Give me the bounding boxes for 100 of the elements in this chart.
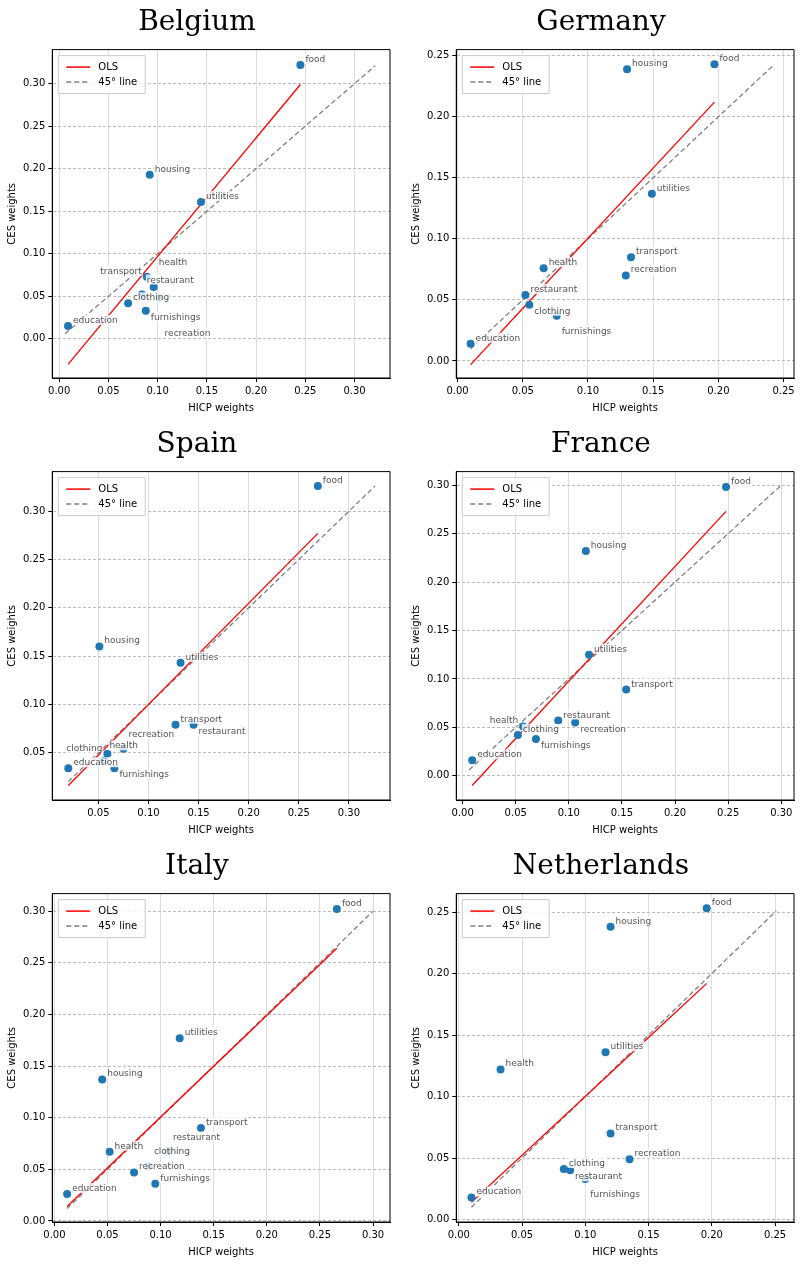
data-label: clothing xyxy=(568,1158,605,1169)
y-tick-label: 0.15 xyxy=(23,1059,46,1071)
x-tick-label: 0.10 xyxy=(149,1228,172,1240)
x-tick-label: 0.10 xyxy=(557,806,580,818)
x-tick-label: 0.10 xyxy=(137,806,160,818)
y-tick-label: 0.05 xyxy=(23,289,46,301)
y-tick-label: 0.05 xyxy=(23,1162,46,1174)
data-label: housing xyxy=(107,1068,143,1079)
y-tick-label: 0.25 xyxy=(427,527,450,539)
data-label: education xyxy=(476,1186,522,1197)
x-tick-label: 0.20 xyxy=(255,1228,278,1240)
y-tick-label: 0.00 xyxy=(427,354,450,366)
y-axis-title: CES weights xyxy=(409,1026,421,1089)
y-tick-label: 0.15 xyxy=(23,649,46,661)
chart-title: Germany xyxy=(536,4,666,38)
y-tick-label: 0.25 xyxy=(427,49,450,61)
data-label: food xyxy=(731,476,751,487)
data-label: furnishings xyxy=(119,769,170,780)
data-label: housing xyxy=(104,635,140,646)
data-label: transport xyxy=(636,246,679,257)
data-label: recreation xyxy=(630,264,677,275)
x-tick-label: 0.15 xyxy=(637,1228,660,1240)
data-label: restaurant xyxy=(575,1171,623,1182)
y-tick-label: 0.15 xyxy=(23,204,46,216)
legend-label: 45° line xyxy=(98,919,138,931)
x-tick-label: 0.30 xyxy=(343,384,366,396)
x-tick-label: 0.15 xyxy=(195,384,218,396)
data-label: furnishings xyxy=(150,311,201,322)
y-axis-title: CES weights xyxy=(409,182,421,245)
y-tick-label: 0.10 xyxy=(427,672,450,684)
data-label: food xyxy=(322,475,343,486)
x-tick-label: 0.10 xyxy=(146,384,169,396)
x-tick-label: 0.05 xyxy=(97,384,120,396)
data-label: recreation xyxy=(139,1161,185,1172)
y-tick-label: 0.10 xyxy=(23,697,46,709)
y-tick-label: 0.30 xyxy=(23,504,46,516)
y-tick-label: 0.20 xyxy=(23,1008,46,1020)
y-tick-label: 0.00 xyxy=(427,1213,450,1225)
x-tick-label: 0.05 xyxy=(511,384,534,396)
y-axis-title: CES weights xyxy=(409,604,421,667)
data-label: health xyxy=(109,740,138,751)
chart-title: Netherlands xyxy=(512,848,690,882)
data-label: furnishings xyxy=(590,1188,641,1199)
data-label: recreation xyxy=(128,728,175,739)
data-label: utilities xyxy=(185,651,219,662)
legend-label: 45° line xyxy=(98,497,138,509)
y-tick-label: 0.10 xyxy=(427,232,450,244)
chart-title: France xyxy=(551,426,651,460)
x-tick-label: 0.10 xyxy=(574,1228,597,1240)
data-label: clothing xyxy=(522,724,559,735)
y-tick-label: 0.25 xyxy=(23,553,46,565)
legend-label: 45° line xyxy=(502,75,542,87)
data-label: health xyxy=(548,257,578,268)
y-axis-title: CES weights xyxy=(5,604,17,667)
data-label: utilities xyxy=(184,1027,219,1038)
data-label: restaurant xyxy=(146,274,195,285)
y-tick-label: 0.30 xyxy=(427,478,450,490)
data-label: furnishings xyxy=(540,739,591,750)
x-tick-label: 0.00 xyxy=(447,1228,470,1240)
data-label: education xyxy=(73,757,118,768)
y-tick-label: 0.30 xyxy=(23,77,46,89)
data-label: transport xyxy=(631,678,674,689)
x-tick-label: 0.00 xyxy=(451,806,474,818)
x-axis-title: HICP weights xyxy=(188,1245,254,1257)
y-tick-label: 0.10 xyxy=(23,1111,46,1123)
data-label: housing xyxy=(154,163,191,174)
legend-label: OLS xyxy=(502,60,523,72)
x-tick-label: 0.30 xyxy=(770,806,793,818)
y-axis-title: CES weights xyxy=(5,1026,17,1089)
x-tick-label: 0.05 xyxy=(87,806,110,818)
data-label: health xyxy=(505,1058,535,1069)
y-tick-label: 0.00 xyxy=(23,1214,46,1226)
y-tick-label: 0.20 xyxy=(427,967,450,979)
y-tick-label: 0.10 xyxy=(23,247,46,259)
x-tick-label: 0.25 xyxy=(308,1228,332,1240)
data-label: restaurant xyxy=(563,709,611,720)
x-tick-label: 0.15 xyxy=(610,806,634,818)
data-label: health xyxy=(489,715,519,726)
y-tick-label: 0.15 xyxy=(427,624,450,636)
y-tick-label: 0.20 xyxy=(427,575,450,587)
legend-label: OLS xyxy=(502,904,523,916)
data-label: health xyxy=(114,1140,144,1151)
y-tick-label: 0.25 xyxy=(23,119,46,131)
data-label: transport xyxy=(205,1117,249,1128)
data-label: utilities xyxy=(656,182,691,193)
data-label: furnishings xyxy=(561,325,612,336)
x-tick-label: 0.20 xyxy=(663,806,687,818)
data-label: clothing xyxy=(534,305,571,316)
x-tick-label: 0.15 xyxy=(642,384,665,396)
data-label: transport xyxy=(615,1122,658,1133)
legend-label: 45° line xyxy=(502,497,542,509)
data-label: food xyxy=(711,897,732,908)
data-label: utilities xyxy=(610,1041,644,1052)
x-axis-title: HICP weights xyxy=(592,401,658,413)
y-tick-label: 0.30 xyxy=(23,904,46,916)
y-tick-label: 0.00 xyxy=(427,769,450,781)
x-tick-label: 0.30 xyxy=(361,1228,385,1240)
y-tick-label: 0.05 xyxy=(427,293,450,305)
y-tick-label: 0.20 xyxy=(427,110,450,122)
x-tick-label: 0.10 xyxy=(576,384,600,396)
